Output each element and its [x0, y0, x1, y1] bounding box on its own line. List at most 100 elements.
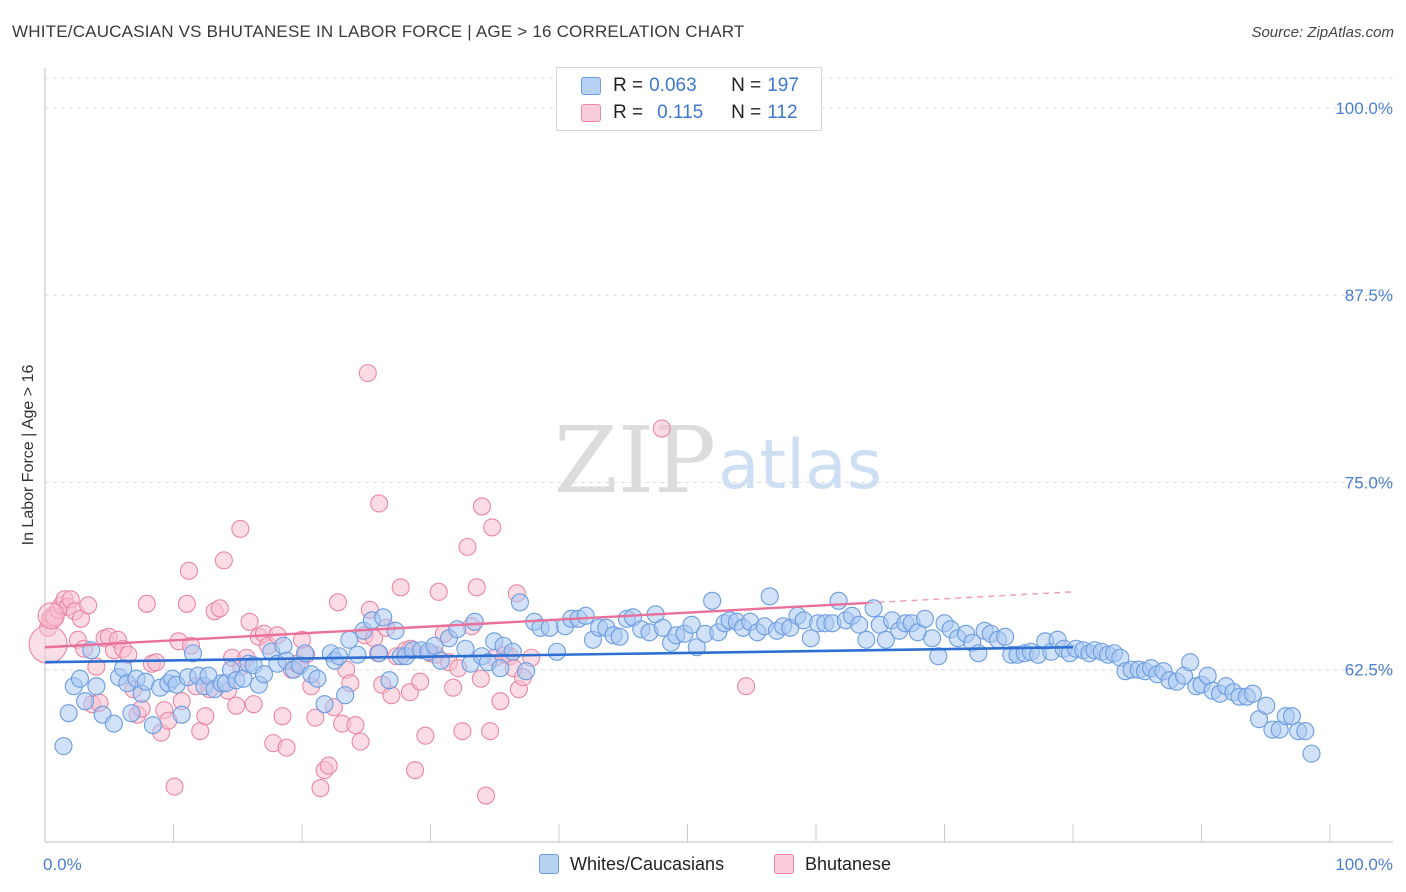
- bhutanese-point: [79, 596, 98, 615]
- whites-point: [801, 629, 820, 648]
- bhutanese-point: [453, 722, 472, 741]
- bottom-legend-whites-label: Whites/Caucasians: [570, 853, 725, 874]
- whites-point: [370, 644, 389, 663]
- whites-point: [87, 677, 106, 696]
- correlation-legend: R = 0.063 N = 197 R = 0.115 N = 112: [556, 67, 822, 131]
- legend-r-value: 0.115: [657, 102, 704, 123]
- bottom-legend-swatch-pink: [774, 854, 794, 874]
- y-tick-labels: 62.5% 75.0% 87.5% 100.0%: [1335, 99, 1393, 680]
- chart-title: WHITE/CAUCASIAN VS BHUTANESE IN LABOR FO…: [12, 22, 745, 41]
- bhutanese-point: [652, 419, 671, 438]
- bhutanese-trend-line: [44, 601, 868, 649]
- watermark-zip: ZIP: [554, 407, 716, 514]
- whites-point: [456, 639, 475, 658]
- whites-trend-line: [44, 645, 1074, 664]
- whites-point: [143, 716, 162, 735]
- bhutanese-point: [146, 653, 166, 672]
- x-tick-max: 100.0%: [1335, 855, 1393, 874]
- bhutanese-point: [328, 593, 348, 612]
- bhutanese-point: [240, 612, 259, 631]
- legend-swatch-pink: [581, 104, 601, 122]
- whites-point: [1257, 696, 1276, 715]
- whites-point: [703, 591, 722, 610]
- bhutanese-point: [416, 726, 435, 745]
- bhutanese-point: [444, 678, 463, 697]
- legend-n-value: 112: [767, 102, 798, 123]
- y-axis-label: In Labor Force | Age > 16: [20, 365, 37, 546]
- whites-point: [996, 627, 1015, 646]
- whites-point: [59, 704, 78, 723]
- bhutanese-point: [277, 738, 296, 757]
- whites-point: [336, 686, 355, 705]
- bhutanese-point: [411, 672, 430, 691]
- bhutanese-point: [346, 716, 365, 735]
- bhutanese-point: [273, 707, 292, 726]
- y-tick-label: 100.0%: [1335, 99, 1393, 118]
- legend-row-whites: R = 0.063 N = 197: [581, 73, 819, 99]
- whites-point: [610, 627, 629, 646]
- bhutanese-point: [137, 594, 156, 613]
- bhutanese-point: [429, 582, 448, 601]
- whites-points: [54, 587, 1321, 763]
- y-tick-label: 75.0%: [1345, 473, 1393, 492]
- whites-point: [915, 609, 935, 628]
- whites-point: [1302, 744, 1321, 763]
- bottom-legend-whites: Whites/Caucasians: [539, 852, 724, 876]
- legend-r-label: R =: [613, 102, 644, 123]
- whites-point: [104, 714, 123, 733]
- whites-point: [857, 630, 876, 649]
- bhutanese-point: [311, 779, 330, 798]
- whites-point: [448, 620, 467, 639]
- bhutanese-point: [227, 696, 246, 715]
- whites-point: [547, 642, 566, 661]
- legend-row-bhutanese: R = 0.115 N = 112: [581, 100, 818, 126]
- whites-point: [682, 615, 701, 634]
- whites-point: [864, 599, 883, 618]
- source-label: Source: ZipAtlas.com: [1251, 24, 1394, 41]
- bhutanese-point: [471, 669, 490, 688]
- whites-point: [929, 647, 948, 666]
- whites-point: [386, 621, 405, 640]
- bhutanese-point: [214, 551, 233, 570]
- bhutanese-point: [210, 599, 229, 618]
- bottom-legend-swatch-blue: [539, 854, 559, 874]
- bhutanese-point: [319, 756, 338, 775]
- bhutanese-point: [231, 519, 250, 538]
- bhutanese-trend-line-extension: [867, 591, 1074, 604]
- bhutanese-point: [244, 695, 263, 714]
- whites-point: [850, 615, 869, 634]
- bhutanese-point: [37, 602, 65, 630]
- bottom-legend-bhutanese: Bhutanese: [774, 852, 891, 876]
- whites-point: [308, 669, 327, 688]
- bhutanese-point: [370, 494, 389, 513]
- whites-point: [1296, 722, 1315, 741]
- bhutanese-point: [458, 537, 477, 556]
- bhutanese-point: [472, 497, 491, 516]
- whites-point: [54, 737, 73, 756]
- whites-point: [274, 636, 293, 655]
- whites-point: [374, 608, 393, 627]
- legend-n-label: N =: [731, 102, 762, 123]
- bhutanese-point: [737, 677, 756, 696]
- bottom-legend-bhutanese-label: Bhutanese: [805, 853, 892, 874]
- whites-point: [491, 659, 510, 678]
- whites-point: [1243, 684, 1262, 703]
- legend-n-value: 197: [767, 75, 799, 96]
- legend-n-label: N =: [731, 75, 762, 96]
- whites-point: [380, 671, 399, 690]
- x-tick-min: 0.0%: [43, 855, 82, 874]
- whites-point: [122, 704, 141, 723]
- whites-point: [1181, 653, 1200, 672]
- gridlines: [45, 77, 1393, 671]
- bhutanese-point: [177, 594, 196, 613]
- whites-point: [540, 618, 559, 637]
- whites-point: [172, 705, 191, 724]
- bhutanese-point: [196, 707, 215, 726]
- bhutanese-point: [351, 732, 370, 751]
- whites-point: [254, 665, 274, 684]
- whites-point: [431, 651, 450, 670]
- bhutanese-point: [481, 722, 500, 741]
- bhutanese-point: [306, 708, 325, 727]
- whites-point: [510, 593, 529, 612]
